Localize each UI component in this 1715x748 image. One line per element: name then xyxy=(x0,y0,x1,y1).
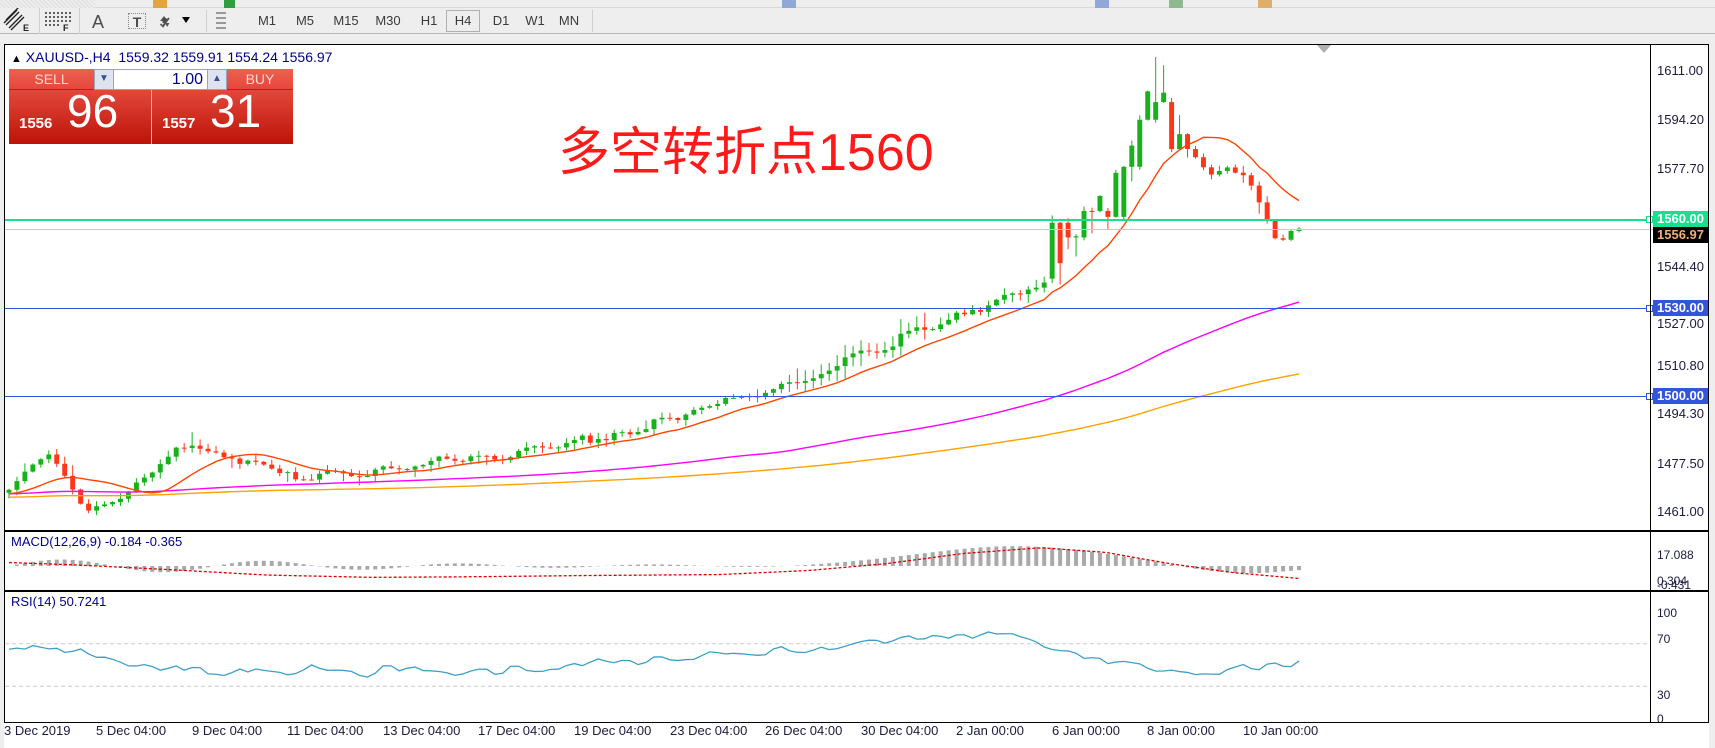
svg-text:F: F xyxy=(63,23,69,33)
svg-text:E: E xyxy=(23,23,29,33)
